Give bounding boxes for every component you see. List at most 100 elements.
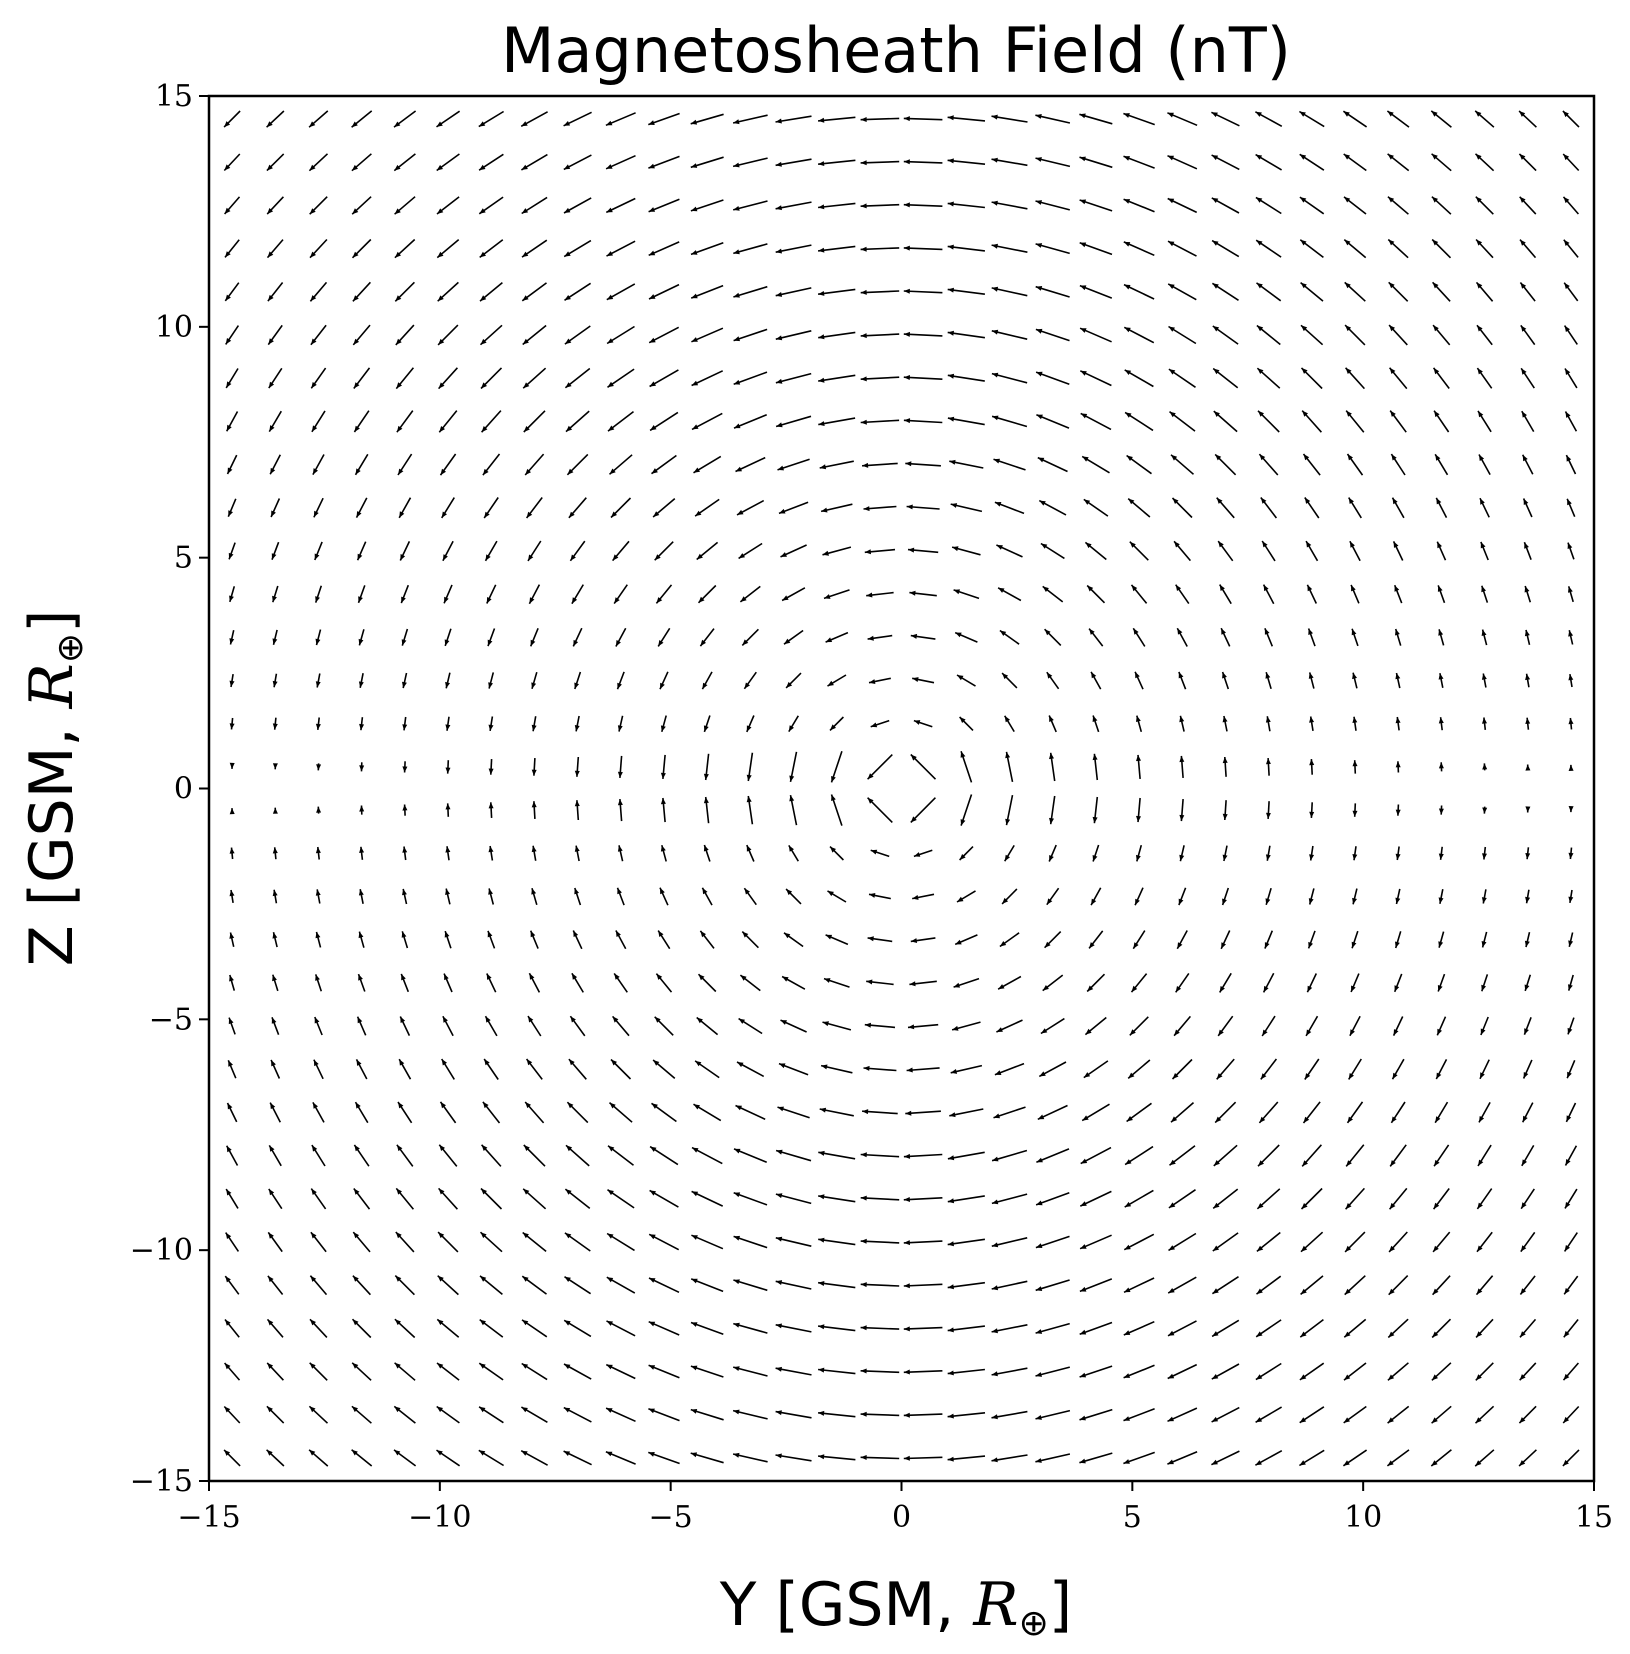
- field-vector-head: [1299, 154, 1307, 160]
- field-vector-head: [268, 338, 274, 345]
- field-vector-head: [1567, 1071, 1572, 1079]
- field-vector-head: [737, 1062, 744, 1068]
- field-vector-head: [1169, 1159, 1176, 1166]
- field-vector-head: [1564, 1288, 1570, 1295]
- y-tick-label: −5: [149, 1002, 193, 1037]
- field-vector-head: [818, 117, 825, 123]
- field-vector-head: [1519, 196, 1526, 203]
- field-vector-head: [1174, 1029, 1180, 1036]
- field-vector-head: [229, 975, 234, 982]
- field-vector-head: [358, 889, 364, 896]
- field-vector-head: [780, 552, 787, 557]
- field-vector-head: [653, 1060, 660, 1066]
- field-vector-head: [1212, 283, 1219, 289]
- field-vector-head: [525, 1102, 531, 1109]
- field-vector-head: [1136, 754, 1141, 762]
- field-vector-head: [860, 203, 867, 209]
- field-vector-head: [1431, 196, 1438, 203]
- field-vector-head: [1438, 897, 1444, 904]
- field-vector-head: [953, 589, 960, 595]
- field-vector-head: [1477, 325, 1483, 332]
- field-vector-head: [1046, 898, 1053, 905]
- field-vector: [860, 247, 900, 251]
- field-vector-head: [1343, 154, 1350, 160]
- field-vector-head: [1309, 811, 1315, 818]
- field-vector-head: [863, 1065, 870, 1071]
- field-vector-head: [952, 546, 959, 552]
- field-vector-head: [1049, 855, 1054, 862]
- field-vector: [947, 116, 986, 122]
- field-vector: [903, 1197, 943, 1201]
- field-vector-head: [1175, 986, 1182, 993]
- field-vector-head: [488, 846, 494, 853]
- field-vector-head: [867, 773, 874, 780]
- field-vector-head: [1301, 1245, 1308, 1252]
- field-vector-head: [1347, 454, 1353, 461]
- field-vector: [818, 417, 856, 426]
- field-vector-head: [1263, 584, 1269, 592]
- field-vector-head: [1567, 498, 1572, 506]
- field-vector-head: [313, 1059, 319, 1067]
- field-vector-head: [567, 468, 574, 475]
- field-vector-head: [957, 896, 964, 902]
- field-vector-head: [229, 890, 235, 897]
- field-vector-head: [444, 639, 450, 646]
- field-vector-head: [993, 458, 1000, 464]
- field-vector-head: [996, 545, 1003, 550]
- field-vector-head: [818, 1237, 825, 1243]
- field-vector-head: [1347, 1116, 1353, 1123]
- field-vector-head: [1433, 367, 1440, 375]
- field-vector-head: [1395, 897, 1401, 904]
- field-vector-head: [1438, 629, 1444, 636]
- field-vector-head: [478, 121, 486, 127]
- field-vector-head: [1568, 674, 1574, 681]
- field-vector-head: [864, 549, 871, 555]
- field-vector-head: [1352, 810, 1358, 817]
- field-vector-head: [1222, 716, 1228, 723]
- field-vector-head: [529, 973, 535, 980]
- field-vector-head: [999, 630, 1007, 636]
- field-vector-head: [402, 804, 408, 811]
- field-vector-head: [648, 1321, 656, 1327]
- field-vector-head: [315, 931, 321, 939]
- field-vector-head: [905, 1110, 912, 1116]
- field-vector-head: [1256, 325, 1264, 332]
- field-vector: [903, 1153, 943, 1158]
- field-vector-head: [1040, 543, 1048, 549]
- field-vector-head: [906, 1067, 913, 1073]
- field-vector-head: [1135, 898, 1140, 906]
- field-vector-head: [1211, 1374, 1219, 1380]
- field-vector-head: [486, 597, 492, 604]
- field-vector-head: [1299, 197, 1307, 203]
- field-vector-head: [734, 423, 741, 429]
- field-vector-head: [1035, 1372, 1042, 1377]
- field-vector-head: [1388, 1331, 1395, 1338]
- field-vector-head: [1524, 1028, 1529, 1035]
- field-vector-head: [1392, 497, 1398, 505]
- field-vector: [775, 158, 812, 167]
- field-vector-head: [1300, 1331, 1307, 1338]
- field-vector-head: [1568, 630, 1574, 637]
- field-vector-head: [1004, 854, 1010, 862]
- field-vector-head: [947, 1241, 954, 1247]
- field-vector-head: [401, 973, 406, 981]
- field-vector-head: [1168, 1330, 1175, 1336]
- field-vector-head: [648, 250, 656, 256]
- field-vector-head: [775, 205, 782, 211]
- field-vector-head: [1563, 239, 1570, 246]
- field-vector-head: [1085, 1028, 1092, 1035]
- field-vector: [991, 244, 1028, 253]
- field-vector-head: [1035, 1243, 1043, 1248]
- field-vector-head: [1218, 1029, 1224, 1036]
- field-vector-head: [1083, 499, 1091, 505]
- field-vector-head: [1433, 1245, 1439, 1252]
- field-vector-head: [733, 1452, 740, 1458]
- field-vector-head: [270, 467, 276, 475]
- field-vector-head: [521, 1407, 528, 1413]
- field-vector-head: [1432, 1331, 1439, 1338]
- field-vector-head: [1437, 1028, 1442, 1036]
- field-vector-head: [1168, 241, 1175, 247]
- field-vector-head: [564, 251, 571, 257]
- field-vector-head: [481, 1144, 488, 1151]
- field-vector-head: [818, 1150, 825, 1156]
